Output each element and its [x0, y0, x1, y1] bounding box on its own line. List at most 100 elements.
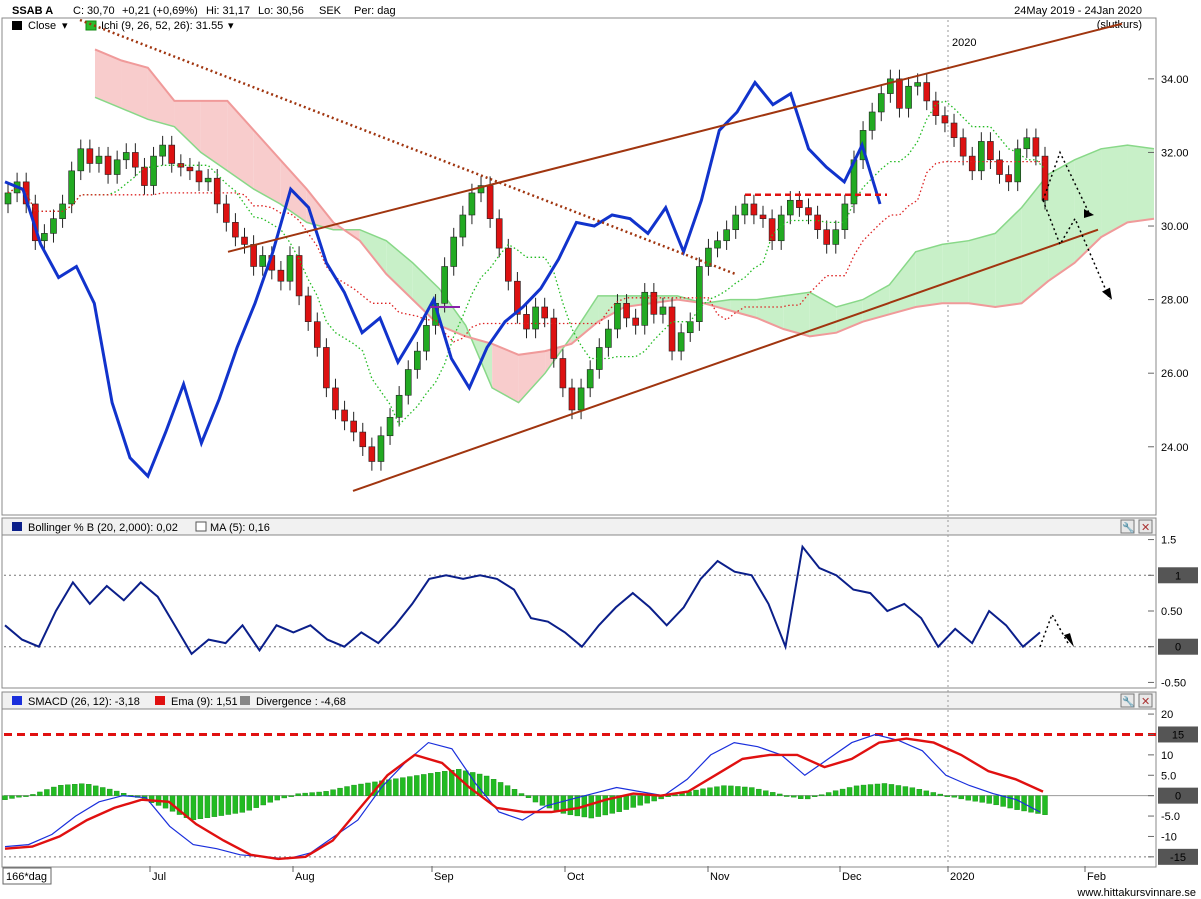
candle-body	[213, 177, 221, 205]
divergence-bar	[30, 794, 36, 796]
candle-body	[1032, 137, 1040, 157]
bollinger-y-tick-label: 0	[1175, 642, 1181, 654]
divergence-bar	[260, 795, 266, 806]
divergence-bar	[770, 792, 776, 796]
candle-body	[605, 328, 612, 348]
divergence-bar	[246, 795, 252, 811]
bollinger-y-tick-label: 1	[1175, 570, 1181, 582]
candle-body	[104, 155, 112, 175]
divergence-legend-label[interactable]: Divergence : -4,68	[256, 696, 346, 708]
divergence-bar	[309, 792, 315, 796]
divergence-bar	[832, 790, 839, 796]
close-legend-dropdown-icon[interactable]: ▾	[62, 20, 68, 32]
candle-body	[350, 420, 357, 433]
candle-body	[623, 302, 630, 319]
divergence-bar	[358, 783, 364, 796]
candle-body	[877, 93, 885, 113]
divergence-bar	[595, 795, 601, 817]
candle-body	[150, 155, 157, 186]
divergence-bar	[993, 795, 999, 806]
candle-body	[714, 240, 721, 249]
divergence-bar	[351, 784, 357, 796]
high-value: Hi: 31,17	[206, 5, 250, 17]
divergence-bar	[428, 773, 434, 796]
candle-body	[414, 350, 421, 370]
candle-body	[323, 347, 330, 389]
candle-body	[77, 148, 85, 172]
ichimoku-cloud-segment	[730, 299, 757, 319]
divergence-bar	[16, 795, 22, 798]
macd-close-button[interactable]: ✕	[1138, 693, 1153, 708]
divergence-bar	[630, 795, 636, 808]
candle-body	[959, 137, 967, 157]
close-legend-label[interactable]: Close	[28, 20, 56, 32]
divergence-bar	[9, 795, 15, 799]
ichimoku-legend-dropdown-icon[interactable]: ▾	[228, 20, 234, 32]
divergence-bar	[888, 784, 895, 796]
bollinger-legend-label[interactable]: Bollinger % B (20, 2,000): 0,02	[28, 522, 178, 534]
divergence-bar	[86, 784, 92, 796]
candle-body	[641, 291, 649, 326]
ema-signal-line	[4, 737, 1044, 861]
divergence-bar	[1028, 795, 1034, 813]
candle-body	[186, 166, 194, 172]
candle-body	[759, 214, 767, 219]
divergence-bar	[811, 795, 818, 797]
ichimoku-cloud-segment	[995, 207, 1022, 307]
ichimoku-cloud-segment	[1021, 174, 1049, 304]
price-y-tick-label: 32.00	[1161, 147, 1189, 159]
ichimoku-cloud-segment	[518, 351, 546, 403]
divergence-bar	[197, 795, 204, 819]
bollinger-close-button[interactable]: ✕	[1138, 519, 1153, 534]
divergence-bar	[65, 784, 71, 796]
divergence-bar	[414, 775, 420, 796]
bollinger-panel-frame	[1, 517, 1157, 689]
smacd-legend-label[interactable]: SMACD (26, 12): -3,18	[28, 696, 140, 708]
divergence-bar	[574, 795, 581, 817]
ma-legend-label[interactable]: MA (5): 0,16	[210, 522, 270, 534]
candle-body	[377, 435, 385, 462]
close-icon: ✕	[1141, 521, 1150, 534]
bollinger-y-tick-label: 1.5	[1161, 535, 1176, 547]
footer-period-label[interactable]: 166*dag	[6, 871, 47, 883]
divergence-bar	[295, 793, 301, 796]
candle-body	[696, 266, 703, 322]
divergence-bar	[895, 785, 902, 796]
divergence-bar	[798, 795, 804, 799]
candle-body	[223, 203, 230, 223]
candle-body	[441, 266, 448, 304]
candle-body	[950, 122, 958, 139]
bollinger-settings-button[interactable]: 🔧	[1120, 519, 1135, 534]
dotted-trendline	[79, 18, 736, 276]
divergence-bar	[497, 782, 504, 796]
forecast-arrowhead-upper	[1084, 208, 1094, 218]
footer-period-box[interactable]	[2, 867, 52, 885]
candle-body	[650, 291, 658, 315]
candle-body	[941, 115, 949, 124]
divergence-bar	[253, 795, 259, 808]
divergence-bar	[225, 795, 232, 815]
ichimoku-cloud-segment	[121, 60, 148, 120]
lower-trendline	[352, 228, 1099, 492]
divergence-bar	[867, 784, 874, 796]
bollinger-forecast-path	[1039, 612, 1069, 647]
divergence-bar	[58, 785, 64, 796]
divergence-bar	[455, 769, 462, 796]
candle-body	[395, 394, 403, 418]
divergence-bar	[637, 795, 643, 806]
divergence-bar	[693, 789, 699, 796]
divergence-bar	[274, 795, 280, 801]
macd-panel-frame	[1, 691, 1157, 868]
divergence-bar	[204, 795, 211, 818]
divergence-bar	[930, 792, 937, 796]
macd-settings-button[interactable]: 🔧	[1120, 693, 1135, 708]
candle-body	[232, 222, 239, 238]
ema-legend-label[interactable]: Ema (9): 1,51	[171, 696, 238, 708]
divergence-bar	[756, 788, 762, 796]
smacd-line	[4, 733, 1041, 860]
ichimoku-legend-label[interactable]: Ichi (9, 26, 52, 26): 31.55	[101, 20, 223, 32]
macd-y-tick-label: -5.0	[1161, 811, 1180, 823]
candle-body	[768, 218, 776, 242]
